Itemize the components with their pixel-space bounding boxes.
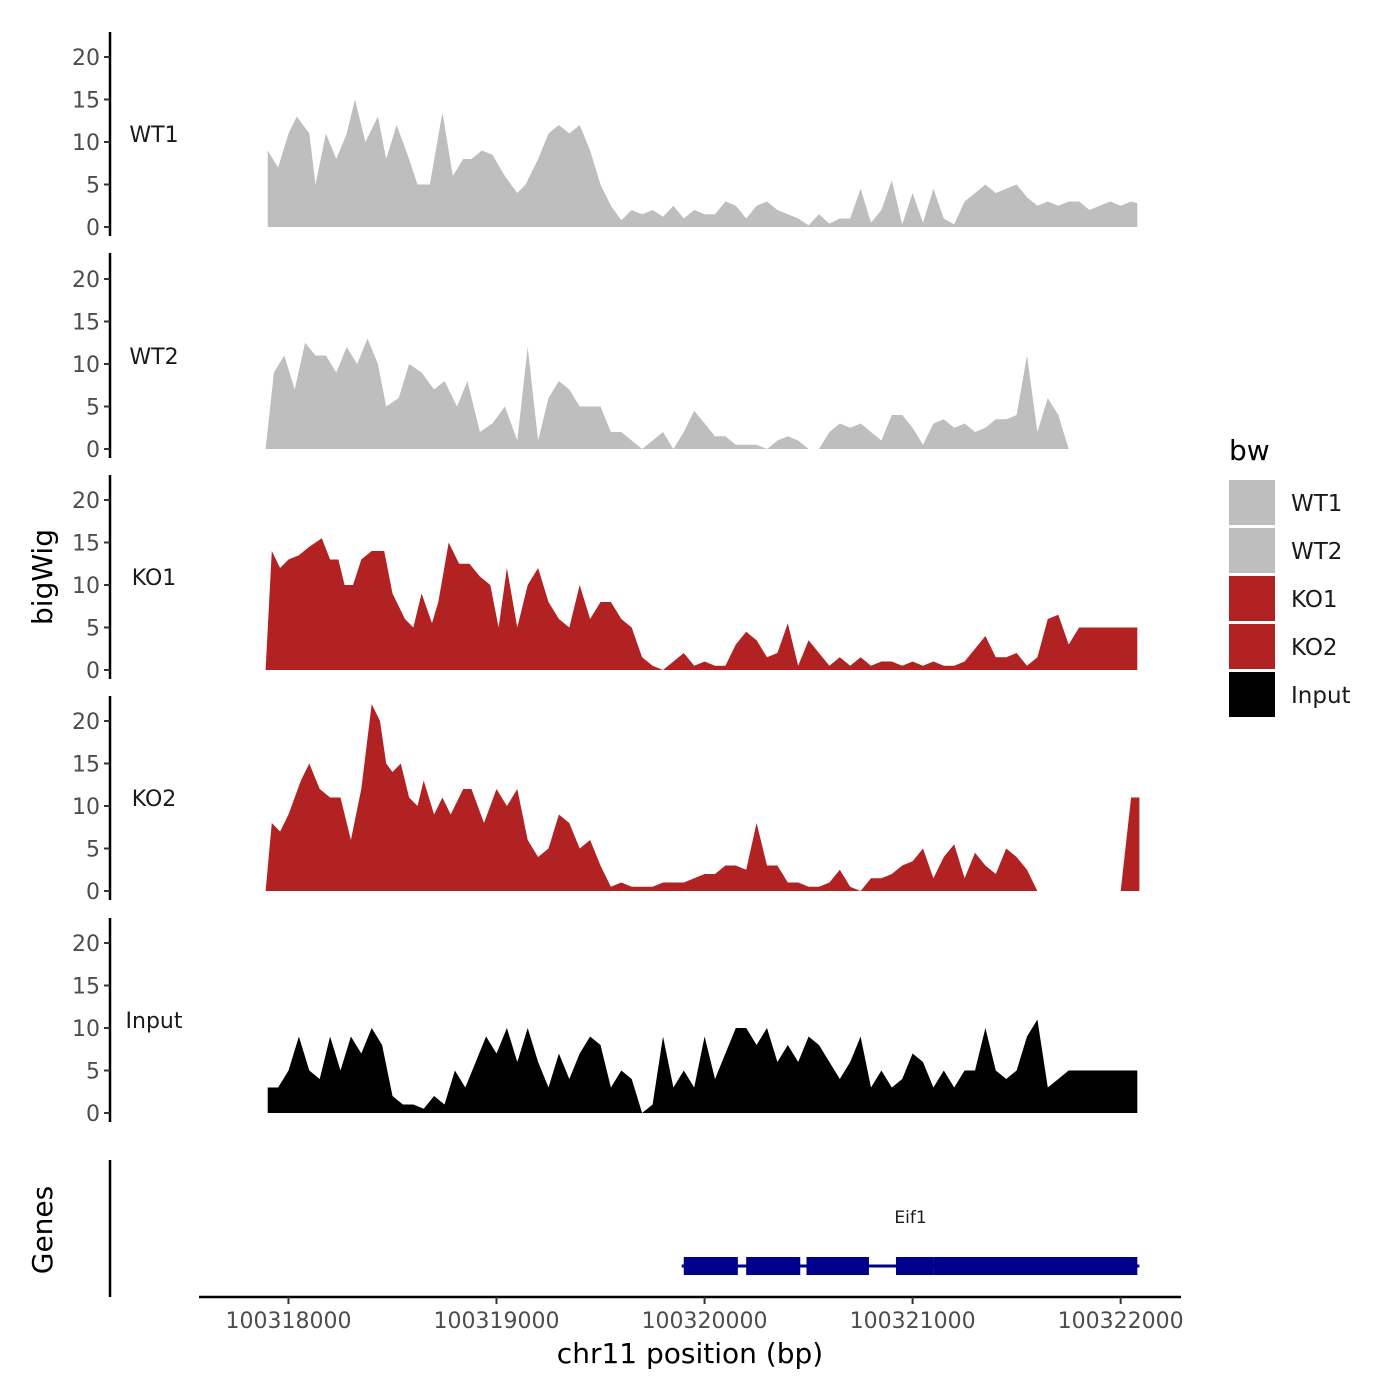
- y-tick-label: 20: [72, 489, 100, 514]
- x-tick-label: 100322000: [1058, 1309, 1184, 1334]
- legend-label: WT2: [1291, 539, 1342, 565]
- y-tick-label: 0: [86, 880, 100, 905]
- gene-exon: [895, 1257, 934, 1275]
- y-axis-title: bigWig: [26, 529, 59, 625]
- y-tick-label: 0: [86, 659, 100, 684]
- x-axis-title: chr11 position (bp): [557, 1337, 823, 1370]
- y-tick-label: 20: [72, 46, 100, 71]
- y-tick-label: 0: [86, 216, 100, 241]
- y-tick-label: 15: [72, 975, 100, 1000]
- track-ko1: 0 5 10 15 20 KO1: [72, 475, 1138, 684]
- y-tick-label: 0: [86, 1102, 100, 1127]
- y-tick-label: 10: [72, 795, 100, 820]
- legend-label: Input: [1291, 683, 1351, 709]
- legend-title: bw: [1229, 434, 1270, 467]
- legend-label: KO2: [1291, 635, 1338, 661]
- signal-area-ko1: [265, 538, 1138, 670]
- y-tick-label: 15: [72, 753, 100, 778]
- track-input: 0 5 10 15 20 Input: [72, 918, 1138, 1127]
- legend-label: KO1: [1291, 587, 1338, 613]
- genes-axis-title: Genes: [26, 1186, 59, 1274]
- legend-swatch-input: [1229, 672, 1275, 717]
- track-label: WT1: [129, 123, 178, 148]
- x-tick-label: 100318000: [225, 1309, 351, 1334]
- track-wt1: 0 5 10 15 20 WT1: [72, 32, 1138, 241]
- y-tick-label: 5: [86, 617, 100, 642]
- y-tick-label: 5: [86, 396, 100, 421]
- y-tick-label: 5: [86, 1060, 100, 1085]
- y-tick-label: 15: [72, 89, 100, 114]
- legend-swatch-wt2: [1229, 528, 1275, 573]
- legend-swatch-ko2: [1229, 624, 1275, 669]
- y-tick-label: 10: [72, 131, 100, 156]
- track-ko2: 0 5 10 15 20 KO2: [72, 696, 1140, 905]
- y-tick-label: 15: [72, 532, 100, 557]
- track-wt2: 0 5 10 15 20 WT2: [72, 253, 1138, 463]
- y-tick-label: 10: [72, 1017, 100, 1042]
- legend-label: WT1: [1291, 491, 1342, 517]
- gene-exon: [683, 1257, 738, 1275]
- x-tick-label: 100319000: [434, 1309, 560, 1334]
- y-tick-label: 10: [72, 353, 100, 378]
- signal-area-ko2: [265, 704, 1140, 891]
- y-tick-label: 10: [72, 574, 100, 599]
- y-tick-label: 0: [86, 438, 100, 463]
- legend-swatch-ko1: [1229, 576, 1275, 621]
- track-label: KO2: [132, 787, 177, 812]
- legend: bw WT1 WT2 KO1 KO2 Input: [1229, 434, 1351, 717]
- y-tick-label: 20: [72, 268, 100, 293]
- track-label: Input: [126, 1009, 183, 1034]
- gene-exon: [806, 1257, 869, 1275]
- track-label: KO1: [132, 566, 177, 591]
- signal-area-wt1: [267, 99, 1138, 227]
- signal-area-wt2: [265, 338, 1138, 449]
- y-tick-label: 20: [72, 710, 100, 735]
- x-tick-label: 100320000: [642, 1309, 768, 1334]
- gene-eif1: Eif1: [681, 1208, 1140, 1275]
- legend-swatch-wt1: [1229, 480, 1275, 525]
- y-tick-label: 5: [86, 174, 100, 199]
- genes-track: Eif1: [108, 1160, 1140, 1297]
- track-label: WT2: [129, 345, 178, 370]
- y-tick-label: 20: [72, 932, 100, 957]
- x-axis: 100318000 100319000 100320000 100321000 1003…: [199, 1295, 1184, 1334]
- gene-exon: [746, 1257, 801, 1275]
- y-tick-label: 15: [72, 311, 100, 336]
- signal-area-input: [267, 1019, 1138, 1113]
- gene-exon: [933, 1257, 1138, 1275]
- x-tick-label: 100321000: [850, 1309, 976, 1334]
- y-tick-label: 5: [86, 838, 100, 863]
- bigwig-tracks: 0 5 10 15 20 WT1 0 5 10 15 20 WT2 0 5 10 15 20 KO1 0 5 10 15 2…: [72, 32, 1140, 1127]
- gene-label: Eif1: [894, 1208, 926, 1228]
